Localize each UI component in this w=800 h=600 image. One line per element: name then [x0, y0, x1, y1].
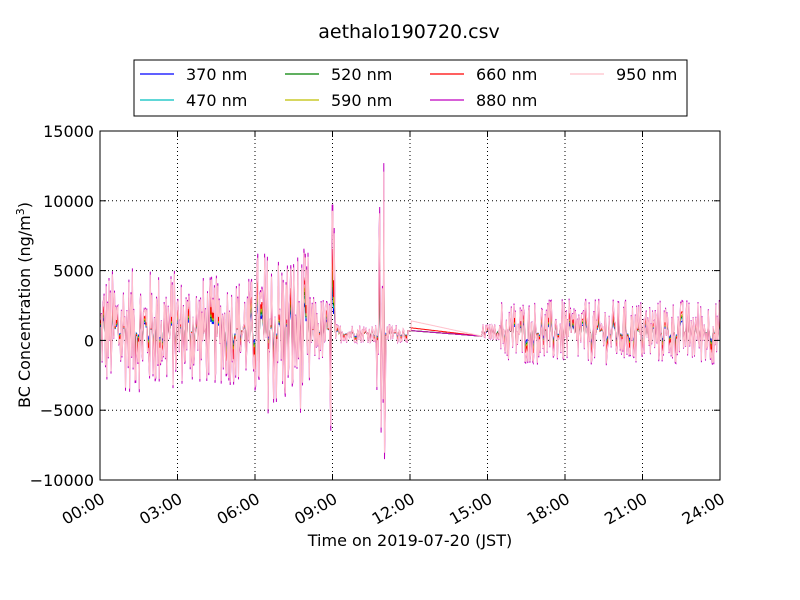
- y-tick-label: −5000: [40, 401, 94, 420]
- y-tick-label: −10000: [30, 471, 94, 490]
- chart-title: aethalo190720.csv: [318, 21, 500, 43]
- plot-area: [99, 130, 721, 481]
- y-axis-title-sup: 3: [14, 208, 27, 215]
- legend-label: 590 nm: [331, 91, 392, 110]
- x-axis-title: Time on 2019-07-20 (JST): [307, 531, 512, 550]
- x-tick-label: 18:00: [524, 489, 573, 529]
- y-tick-label: 0: [84, 331, 94, 350]
- legend-label: 880 nm: [476, 91, 537, 110]
- y-tick-label: 15000: [43, 122, 94, 141]
- y-tick-label: 10000: [43, 192, 94, 211]
- y-tick-label: 5000: [53, 262, 94, 281]
- legend-frame: [133, 59, 688, 117]
- series-layer: [99, 163, 721, 460]
- legend-label: 660 nm: [476, 65, 537, 84]
- x-tick-label: 09:00: [291, 489, 340, 529]
- y-tick-labels: −10000 −5000 0 5000 10000 15000: [30, 122, 94, 490]
- legend-label: 470 nm: [186, 91, 247, 110]
- x-tick-label: 00:00: [59, 489, 108, 529]
- legend-label: 370 nm: [186, 65, 247, 84]
- x-tick-labels: 00:00 03:00 06:00 09:00 12:00 15:00 18:00 21:00…: [59, 489, 728, 529]
- x-tick-label: 24:00: [679, 489, 728, 529]
- series-line-950-nm: [99, 171, 721, 453]
- legend-label: 520 nm: [331, 65, 392, 84]
- x-tick-label: 15:00: [446, 489, 495, 529]
- x-tick-label: 12:00: [369, 489, 418, 529]
- y-axis-title-close: ): [15, 202, 34, 208]
- x-tick-label: 03:00: [136, 489, 185, 529]
- y-axis-title: BC Concentration (ng/m3): [14, 202, 35, 408]
- y-axis-title-main: BC Concentration (ng/m: [15, 215, 34, 408]
- x-tick-label: 06:00: [214, 489, 263, 529]
- legend: 370 nm 470 nm 520 nm 590 nm 660 nm 880 nm 950 …: [133, 59, 688, 117]
- x-tick-label: 21:00: [601, 489, 650, 529]
- legend-label: 950 nm: [616, 65, 677, 84]
- ticks: [99, 130, 721, 481]
